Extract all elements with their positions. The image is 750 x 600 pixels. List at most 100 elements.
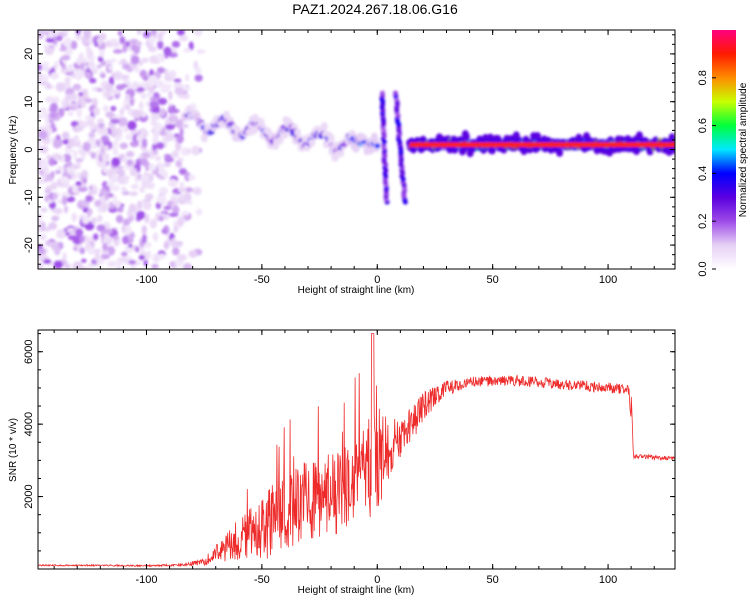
noise-blob [62,30,70,34]
noise-blob [103,233,110,244]
noise-blob [88,141,98,150]
noise-blob [145,193,154,200]
noise-blob [179,181,185,188]
noise-blob [90,152,96,159]
spectrogram-y-tick-label: 10 [23,96,35,108]
noise-blob [180,93,190,100]
noise-blob [75,228,84,237]
noise-blob [178,186,187,193]
noise-blob [100,60,107,67]
snr-panel: -100 -50 0 50 100 2000 4000 6000 Height of stra… [8,329,676,596]
noise-blob [158,97,168,105]
snr-frame [37,329,676,570]
noise-blob [73,135,80,144]
noise-blob [64,147,74,154]
noise-blob [66,228,75,233]
noise-blob [72,149,78,159]
noise-blob [40,74,49,83]
signal-halo [462,132,470,141]
noise-blob [111,157,121,167]
noise-blob [179,127,184,137]
noise-blob [53,207,63,215]
noise-blob [149,97,159,102]
noise-blob [173,225,178,233]
noise-blob [103,228,113,235]
noise-blob [43,111,49,120]
noise-blob [75,30,81,36]
noise-blob [70,92,77,102]
noise-blob [140,93,147,100]
colorbar-tick-label: 0.8 [697,70,709,85]
spectrogram-x-tick-label: 100 [599,274,617,286]
noise-blob [94,252,100,262]
noise-blob [61,131,70,140]
signal-halo [320,122,328,131]
noise-blob [104,83,114,93]
noise-blob [155,201,162,210]
noise-blob [38,247,46,255]
noise-blob [72,245,80,252]
noise-blob [156,54,163,62]
noise-blob [195,208,203,216]
noise-blob [56,229,66,239]
noise-blob [171,201,178,206]
noise-blob [163,205,172,211]
noise-blob [125,133,135,141]
noise-blob [162,171,169,179]
noise-blob [75,125,84,132]
snr-y-tick-label: 4000 [23,412,35,436]
noise-blob [155,80,165,89]
noise-blob [65,196,76,203]
noise-blob [112,139,119,147]
snr-x-tick-label: 100 [599,574,617,586]
noise-blob [98,124,104,129]
noise-blob [103,127,109,136]
noise-blob [61,195,67,206]
noise-blob [110,118,120,124]
noise-blob [68,105,78,111]
noise-blob [139,127,147,136]
noise-blob [44,46,55,56]
noise-blob [152,130,160,139]
noise-blob [51,215,60,221]
noise-blob [149,100,159,108]
noise-blob [142,234,147,244]
chart-title: PAZ1.2024.267.18.06.G16 [292,1,458,17]
noise-blob [63,205,69,214]
colorbar-tick-label: 0.0 [697,261,709,276]
noise-blob [75,158,84,163]
spectrogram-y-tick-label: 0 [23,146,35,152]
colorbar-label: Normalized spectral amplitude [738,82,749,217]
noise-blob [181,210,190,216]
noise-blob [40,159,48,169]
noise-blob [39,145,49,154]
noise-blob [50,122,56,129]
noise-blob [99,48,105,58]
noise-blob [119,142,129,150]
noise-blob [79,247,86,255]
noise-blob [182,123,189,129]
noise-blob [125,93,131,100]
noise-blob [110,105,117,112]
noise-blob [145,166,150,172]
noise-blob [64,102,70,108]
noise-blob [89,77,97,84]
noise-blob [163,240,170,250]
noise-blob [48,30,54,39]
noise-blob [173,82,184,90]
noise-blob [149,218,158,229]
snr-ticks: -100 -50 0 50 100 2000 4000 6000 [23,330,675,586]
noise-blob [96,87,103,93]
noise-blob [62,252,67,262]
noise-blob [92,107,100,116]
noise-blob [163,162,171,168]
noise-blob [102,105,109,112]
noise-blob [67,235,78,241]
noise-blob [77,185,88,193]
noise-blob [141,180,151,189]
noise-blob [54,60,59,70]
noise-blob [81,88,89,99]
noise-blob [76,107,83,118]
noise-blob [45,96,55,103]
